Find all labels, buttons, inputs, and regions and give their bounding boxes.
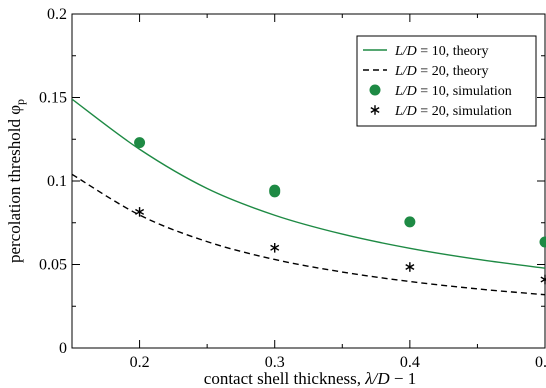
theory-curves xyxy=(72,98,545,296)
sim-point-ld20 xyxy=(270,243,280,253)
sim-point-ld10 xyxy=(269,186,281,198)
legend-label-rest: = 10, simulation xyxy=(417,84,512,99)
sim-point-ld20 xyxy=(135,207,145,217)
legend-label: L/D = 20, theory xyxy=(394,64,488,79)
sim-point-ld20 xyxy=(405,262,415,272)
asterisk-stroke xyxy=(135,208,145,215)
theory-line-ld10 xyxy=(72,98,545,269)
y-axis-label-sub: p xyxy=(13,99,27,105)
sim-point-ld20 xyxy=(540,274,546,285)
y-axis-label-text: percolation threshold xyxy=(5,115,24,263)
legend-label: L/D = 10, theory xyxy=(394,44,488,59)
x-axis-label: contact shell thickness, λ/D − 1 xyxy=(204,369,416,388)
x-tick-label: 0.5 xyxy=(535,354,546,371)
x-axis-label-suffix: − 1 xyxy=(390,369,417,388)
y-axis-label-symbol: φ xyxy=(5,105,24,115)
legend-box xyxy=(356,35,537,127)
sim-point-ld10 xyxy=(134,137,146,149)
legend-label: L/D = 10, simulation xyxy=(394,84,512,99)
sim-point-ld10 xyxy=(404,216,416,228)
y-tick-label: 0.2 xyxy=(47,6,67,23)
asterisk-stroke xyxy=(270,244,280,251)
x-tick-label: 0.2 xyxy=(130,354,150,371)
y-axis-label: percolation threshold φp xyxy=(5,99,27,263)
sim-point-ld10 xyxy=(539,236,546,248)
legend-asterisk-swatch xyxy=(370,105,380,115)
legend-label: L/D = 20, simulation xyxy=(394,104,512,119)
legend-circle-swatch xyxy=(369,84,381,96)
y-tick-label: 0 xyxy=(59,340,67,357)
axis-ticks: 0.2 0.3 0.4 0.5 0 0.05 0.1 0.15 0.2 xyxy=(39,6,546,371)
y-tick-label: 0.1 xyxy=(47,173,67,190)
theory-line-ld20 xyxy=(72,173,545,296)
x-tick-label: 0.4 xyxy=(400,354,420,371)
legend-label-rest: = 20, theory xyxy=(417,64,489,79)
y-tick-label: 0.15 xyxy=(39,90,67,107)
asterisk-stroke xyxy=(370,106,380,114)
legend-label-rest: = 10, theory xyxy=(417,44,489,59)
simulation-markers xyxy=(134,137,546,285)
x-tick-label: 0.3 xyxy=(265,354,285,371)
y-tick-label: 0.05 xyxy=(39,257,67,274)
legend-label-italic: L/D xyxy=(394,84,417,99)
legend-label-italic: L/D xyxy=(394,104,417,119)
legend-label-italic: L/D xyxy=(394,44,417,59)
legend-label-italic: L/D xyxy=(394,64,417,79)
x-axis-label-text: contact shell thickness, xyxy=(204,369,365,388)
x-axis-label-symbol: λ/D xyxy=(364,369,390,388)
legend-label-rest: = 20, simulation xyxy=(417,104,512,119)
asterisk-stroke xyxy=(405,263,415,271)
asterisk-stroke xyxy=(540,276,546,281)
